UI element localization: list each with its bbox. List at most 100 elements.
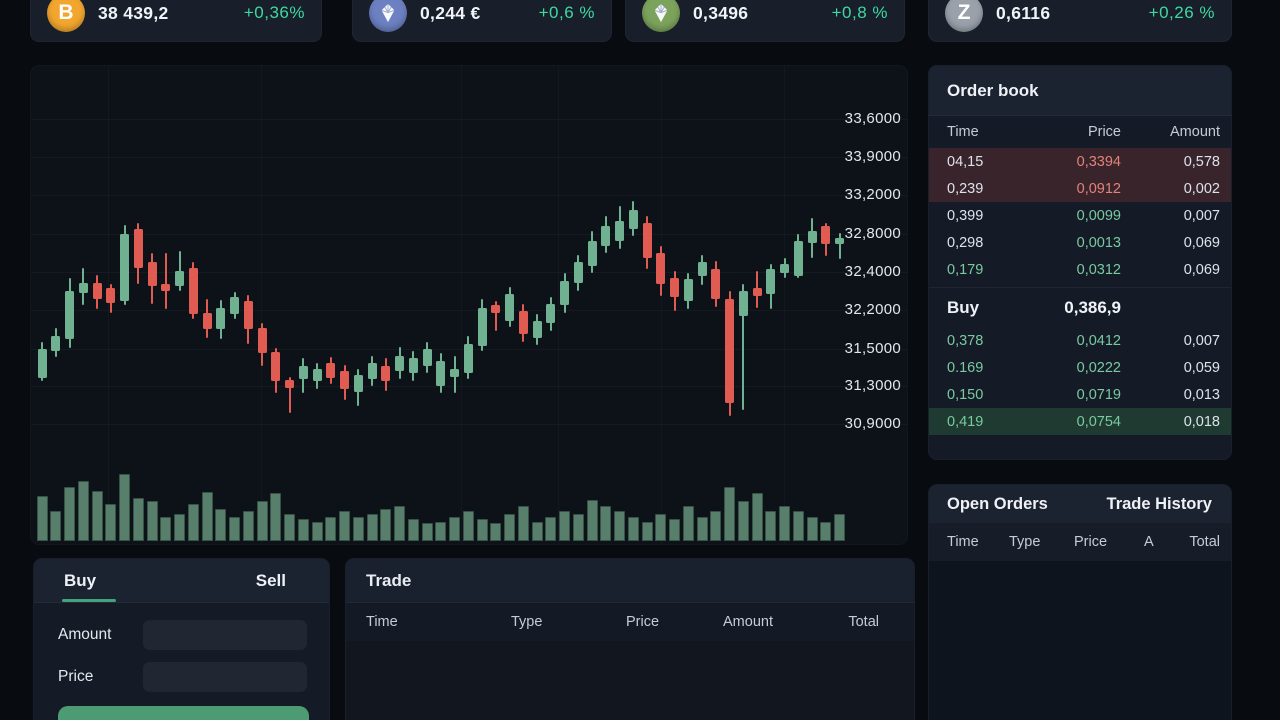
candle-down [711, 269, 721, 299]
candle-up [65, 290, 74, 340]
col-time: Time [947, 534, 979, 550]
volume-bar [105, 503, 117, 541]
volume-bar [627, 516, 639, 541]
order-book-row[interactable]: 0,399 0,0099 0,007 [929, 202, 1231, 229]
amount-label: Amount [58, 626, 112, 643]
volume-bar [297, 519, 309, 541]
volume-bar [820, 521, 832, 541]
candle-up [835, 237, 844, 245]
volume-bar [174, 514, 185, 541]
volume-bar [50, 510, 62, 541]
tab-sell[interactable]: Sell [255, 571, 286, 590]
volume-bar [600, 506, 612, 541]
cell-amount: 0,578 [1183, 153, 1220, 170]
gridline-vertical [558, 66, 559, 544]
ticker-card-gem-green[interactable]: 0,3496 +0,8 % [625, 0, 905, 42]
amount-input[interactable] [143, 620, 307, 650]
gem-blue-icon [369, 0, 407, 32]
candle-down [670, 278, 679, 298]
amount-row: Amount [58, 620, 307, 650]
candle-up [601, 226, 611, 246]
candle-up [175, 271, 184, 287]
ticker-price: 0,6116 [996, 2, 1051, 23]
candle-up [697, 262, 707, 276]
order-book-row[interactable]: 0,179 0,0312 0,069 [929, 256, 1231, 283]
gridline-vertical [661, 66, 662, 544]
volume-bar [834, 513, 845, 541]
candle-down [491, 305, 501, 314]
cell-time: 0,179 [947, 261, 984, 278]
candle-up [532, 321, 542, 339]
active-tab-underline [62, 599, 116, 602]
ticker-card-gem-blue[interactable]: 0,244 € +0,6 % [352, 0, 612, 42]
cell-time: 0,298 [947, 234, 984, 251]
volume-bar [586, 499, 598, 541]
cell-time: 0,150 [947, 386, 984, 403]
volume-bar [91, 490, 103, 541]
candle-down [752, 288, 762, 297]
candle-down [642, 222, 652, 258]
candle-up [120, 234, 129, 301]
candle-wick-down [494, 300, 497, 332]
volume-bar [724, 487, 735, 541]
volume-bar [682, 506, 694, 541]
price-axis-label: 32,2000 [844, 301, 901, 318]
buy-sell-tabs: Buy Sell [34, 559, 329, 603]
volume-bar [435, 521, 447, 541]
price-axis-label: 31,5000 [844, 340, 901, 357]
candle-down [257, 327, 267, 353]
order-book-row[interactable]: 0,419 0,0754 0,018 [929, 408, 1231, 435]
ticker-card-z[interactable]: Z 0,6116 +0,26 % [928, 0, 1232, 42]
order-book-row[interactable]: 0.169 0,0222 0,059 [929, 354, 1231, 381]
candle-down [340, 370, 349, 389]
volume-bar [531, 521, 543, 541]
order-book-header: Order book [929, 66, 1231, 116]
order-book-title: Order book [947, 80, 1039, 100]
order-book-row[interactable]: 0,378 0,0412 0,007 [929, 327, 1231, 354]
order-book-row[interactable]: 0,150 0,0719 0,013 [929, 381, 1231, 408]
trade-panel: Trade Time Type Price Amount Total [345, 558, 915, 720]
volume-bar [792, 511, 804, 541]
buy-label: Buy [947, 297, 980, 317]
candle-down [821, 226, 831, 245]
candle-up [463, 343, 473, 374]
volume-bar [696, 516, 708, 541]
volume-bar [201, 492, 213, 541]
tab-open-orders[interactable]: Open Orders [947, 494, 1048, 513]
candle-up [615, 220, 624, 241]
candle-down [92, 282, 102, 299]
bitcoin-icon: B [47, 0, 85, 32]
submit-buy-button[interactable] [58, 706, 309, 720]
ticker-change: +0,6 % [538, 3, 595, 22]
order-book-row[interactable]: 04,15 0,3394 0,578 [929, 148, 1231, 175]
cell-amount: 0,069 [1183, 261, 1220, 278]
cell-amount: 0,013 [1183, 386, 1220, 403]
trade-column-headers: Time Type Price Amount Total [346, 603, 914, 641]
candle-up [51, 335, 61, 351]
volume-bar [366, 513, 378, 541]
order-book-row[interactable]: 0,298 0,0013 0,069 [929, 229, 1231, 256]
tab-trade-history[interactable]: Trade History [1106, 494, 1212, 513]
candle-up [230, 297, 239, 315]
candle-up [807, 230, 817, 244]
candle-wick-up [178, 251, 181, 291]
volume-bar [36, 496, 48, 541]
order-book-row[interactable]: 0,239 0,0912 0,002 [929, 175, 1231, 202]
tab-buy[interactable]: Buy [64, 571, 97, 590]
col-total: Total [848, 614, 879, 630]
candle-down [106, 288, 116, 304]
gridline-vertical [108, 66, 109, 544]
candle-down [188, 268, 198, 315]
price-chart[interactable]: 33,6000 33,9000 33,2000 32,8000 32,4000 32,20… [30, 65, 908, 545]
cell-time: 0,378 [947, 332, 984, 349]
ticker-card-btc[interactable]: B 38 439,2 +0,36% [30, 0, 322, 42]
cell-time: 0,419 [947, 413, 984, 430]
candle-up [628, 210, 638, 229]
z-coin-icon: Z [945, 0, 983, 32]
price-input[interactable] [143, 662, 307, 692]
volume-bar [765, 511, 777, 541]
candle-up [312, 368, 322, 382]
candle-up [573, 262, 583, 283]
gridline-horizontal [31, 195, 907, 196]
